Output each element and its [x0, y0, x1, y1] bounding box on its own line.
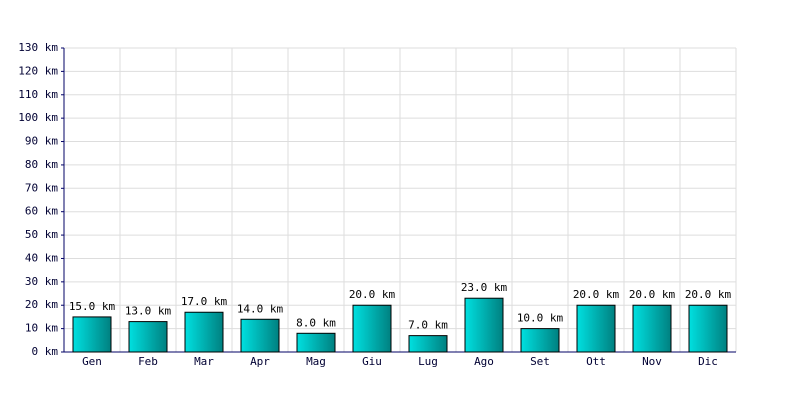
y-tick-label: 120 km — [18, 64, 58, 77]
value-label: 20.0 km — [629, 288, 676, 301]
y-tick-label: 10 km — [25, 322, 58, 335]
bar — [688, 304, 728, 353]
bar — [408, 335, 448, 353]
x-tick-label: Mar — [194, 355, 214, 368]
value-label: 15.0 km — [69, 300, 116, 313]
value-label: 20.0 km — [685, 288, 732, 301]
x-tick-label: Ago — [474, 355, 494, 368]
y-tick-label: 110 km — [18, 88, 58, 101]
y-tick-label: 100 km — [18, 111, 58, 124]
value-label: 7.0 km — [408, 319, 448, 332]
bar — [352, 304, 392, 353]
bar — [464, 297, 504, 353]
x-tick-label: Feb — [138, 355, 158, 368]
y-tick-label: 50 km — [25, 228, 58, 241]
value-label: 20.0 km — [349, 288, 396, 301]
value-label: 23.0 km — [461, 281, 508, 294]
bar — [240, 318, 280, 353]
bar — [296, 332, 336, 353]
bar — [632, 304, 672, 353]
bar — [184, 311, 224, 353]
x-tick-label: Nov — [642, 355, 662, 368]
x-tick-label: Giu — [362, 355, 382, 368]
x-tick-label: Set — [530, 355, 550, 368]
value-label: 17.0 km — [181, 295, 228, 308]
value-label: 20.0 km — [573, 288, 620, 301]
y-tick-label: 70 km — [25, 181, 58, 194]
bar — [128, 321, 168, 353]
value-label: 8.0 km — [296, 316, 336, 329]
y-tick-label: 60 km — [25, 205, 58, 218]
bar — [576, 304, 616, 353]
x-tick-label: Lug — [418, 355, 438, 368]
y-tick-label: 40 km — [25, 251, 58, 264]
y-tick-label: 20 km — [25, 298, 58, 311]
y-tick-label: 30 km — [25, 275, 58, 288]
y-tick-label: 130 km — [18, 41, 58, 54]
y-tick-label: 0 km — [32, 345, 59, 358]
x-tick-label: Dic — [698, 355, 718, 368]
y-tick-label: 90 km — [25, 135, 58, 148]
y-tick-label: 80 km — [25, 158, 58, 171]
x-tick-label: Apr — [250, 355, 270, 368]
bar — [72, 316, 112, 353]
bar — [520, 328, 560, 353]
value-label: 13.0 km — [125, 305, 172, 318]
x-tick-label: Mag — [306, 355, 326, 368]
value-label: 10.0 km — [517, 312, 564, 325]
value-label: 14.0 km — [237, 302, 284, 315]
x-tick-label: Gen — [82, 355, 102, 368]
x-tick-label: Ott — [586, 355, 606, 368]
